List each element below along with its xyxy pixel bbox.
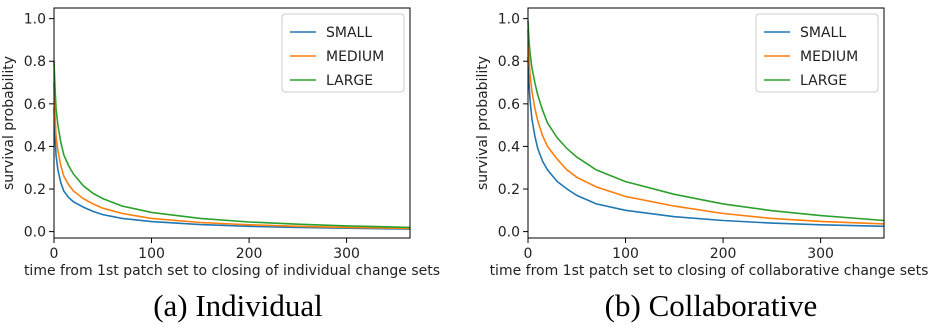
y-tick-label: 0.8	[498, 54, 520, 70]
x-tick-label: 200	[236, 246, 263, 262]
legend-entry-large: LARGE	[326, 73, 373, 89]
series-line-large	[53, 61, 411, 229]
y-tick-label: 0.4	[24, 139, 46, 155]
series-line-small	[53, 108, 411, 230]
y-tick-label: 0.2	[24, 182, 46, 198]
y-tick-label: 0.0	[24, 225, 46, 241]
figure-caption: (b) Collaborative	[605, 288, 818, 323]
legend-entry-medium: MEDIUM	[800, 49, 858, 65]
x-tick-label: 100	[138, 246, 165, 262]
y-tick-label: 1.0	[24, 12, 46, 28]
x-tick-label: 0	[524, 246, 533, 262]
series-line-large	[527, 20, 885, 222]
x-tick-label: 0	[50, 246, 59, 262]
y-tick-label: 0.4	[498, 139, 520, 155]
figure-caption: (a) Individual	[153, 288, 323, 323]
panel-individual: 0 100 200 300 0.0 0.2 0.4 0.6 0.8 1.0 time from 1s…	[1, 7, 440, 323]
axes-frame	[53, 7, 411, 239]
legend-entry-medium: MEDIUM	[326, 49, 384, 65]
x-axis-label: time from 1st patch set to closing of in…	[24, 263, 440, 279]
y-tick-label: 1.0	[498, 12, 520, 28]
x-tick-label: 300	[333, 246, 360, 262]
x-axis-label: time from 1st patch set to closing of co…	[490, 263, 929, 279]
y-axis-label: survival probability	[1, 56, 17, 190]
y-axis-label: survival probability	[475, 56, 491, 190]
x-tick-label: 300	[807, 246, 834, 262]
legend-entry-large: LARGE	[800, 73, 847, 89]
x-tick-label: 200	[710, 246, 737, 262]
legend-box	[755, 13, 879, 93]
series-line-medium	[53, 82, 411, 230]
y-tick-label: 0.8	[24, 54, 46, 70]
series-line-small	[527, 56, 885, 228]
panel-collaborative: 0 100 200 300 0.0 0.2 0.4 0.6 0.8 1.0 time from 1s…	[475, 7, 929, 323]
legend-box	[281, 13, 405, 93]
legend-entry-small: SMALL	[800, 25, 846, 41]
y-tick-label: 0.6	[498, 97, 520, 113]
legend-entry-small: SMALL	[326, 25, 372, 41]
y-tick-label: 0.0	[498, 225, 520, 241]
x-tick-label: 100	[612, 246, 639, 262]
y-tick-label: 0.6	[24, 97, 46, 113]
series-line-medium	[527, 29, 885, 225]
axes-frame	[527, 7, 885, 239]
y-tick-label: 0.2	[498, 182, 520, 198]
